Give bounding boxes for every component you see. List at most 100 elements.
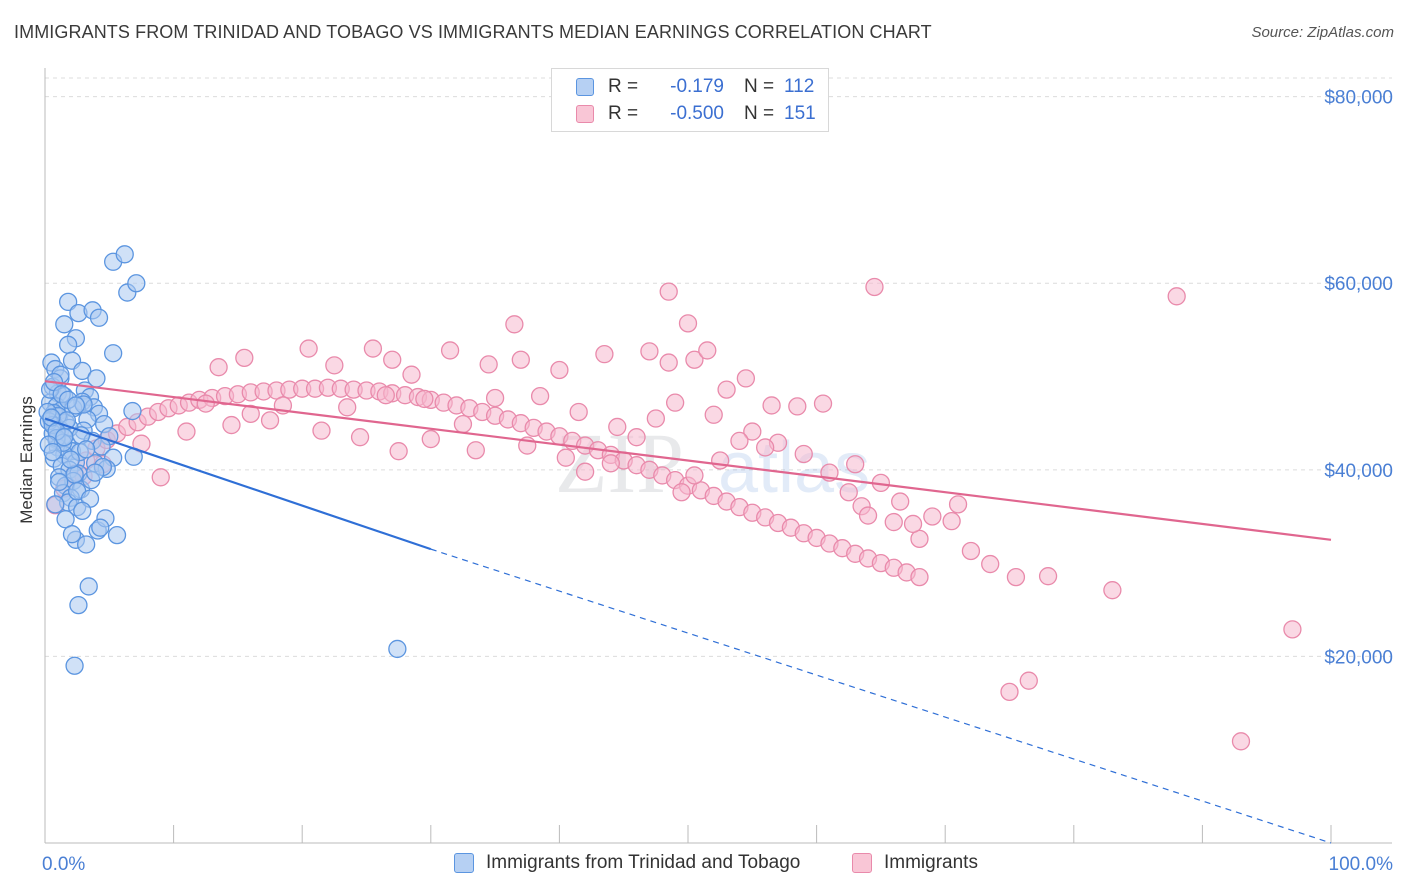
- legend-label-trinidad: Immigrants from Trinidad and Tobago: [486, 852, 801, 873]
- point-trinidad: [62, 525, 82, 544]
- point-immigrants: [363, 339, 383, 358]
- legend-n-label: N =: [744, 76, 775, 97]
- point-trinidad: [65, 656, 84, 675]
- point-immigrants: [415, 389, 434, 409]
- point-trinidad: [65, 465, 84, 484]
- point-immigrants: [1019, 671, 1038, 690]
- point-trinidad: [58, 335, 78, 354]
- trend-line-trinidad: [44, 417, 432, 551]
- legend-r-label: R =: [608, 103, 639, 124]
- y-tick-label: $60,000: [1324, 274, 1393, 295]
- x-tick-label: 0.0%: [42, 854, 85, 875]
- gridlines: [45, 77, 1392, 657]
- point-immigrants: [891, 492, 910, 511]
- point-trinidad: [73, 361, 92, 381]
- point-trinidad: [91, 518, 110, 537]
- point-trinidad: [104, 344, 123, 363]
- point-immigrants: [627, 428, 646, 447]
- legend-label-immigrants: Immigrants: [884, 852, 978, 873]
- point-trinidad: [73, 501, 92, 521]
- point-trinidad: [79, 577, 98, 596]
- point-immigrants: [350, 428, 370, 447]
- point-immigrants: [730, 431, 749, 451]
- legend-swatch-trinidad: [454, 853, 474, 873]
- trend-line-immigrants: [44, 380, 1332, 541]
- legend-item-immigrants[interactable]: Immigrants: [852, 852, 978, 874]
- source-label: Source: ZipAtlas.com: [1251, 24, 1394, 41]
- point-immigrants: [961, 541, 981, 561]
- y-axis-title: Median Earnings: [17, 396, 36, 524]
- point-immigrants: [325, 356, 344, 375]
- point-trinidad: [69, 595, 88, 615]
- point-immigrants: [685, 466, 704, 485]
- point-immigrants: [659, 353, 678, 372]
- point-immigrants: [813, 394, 833, 413]
- point-immigrants: [743, 422, 762, 441]
- point-immigrants: [903, 514, 923, 534]
- point-immigrants: [1231, 732, 1251, 751]
- correlation-legend: R = -0.179 N = 112 R = -0.500 N = 151: [551, 68, 829, 132]
- legend-swatch-immigrants: [852, 853, 872, 873]
- point-immigrants: [698, 341, 717, 360]
- y-tick-labels: $20,000 $40,000 $60,000 $80,000: [1324, 88, 1393, 669]
- point-immigrants: [466, 441, 485, 460]
- point-trinidad: [66, 396, 86, 415]
- point-trinidad: [55, 315, 74, 334]
- point-immigrants: [453, 414, 473, 434]
- point-immigrants: [672, 483, 691, 502]
- point-immigrants: [312, 421, 331, 440]
- point-immigrants: [440, 341, 460, 360]
- point-immigrants: [601, 454, 620, 473]
- point-immigrants: [530, 386, 550, 406]
- point-immigrants: [209, 358, 228, 377]
- point-trinidad: [77, 440, 96, 459]
- point-immigrants: [505, 315, 524, 334]
- point-immigrants: [421, 429, 440, 449]
- point-trinidad: [58, 292, 78, 312]
- x-tick-label: 100.0%: [1329, 854, 1394, 875]
- point-immigrants: [794, 444, 813, 464]
- point-immigrants: [196, 394, 215, 413]
- point-immigrants: [595, 344, 614, 364]
- y-tick-label: $20,000: [1324, 647, 1393, 668]
- point-immigrants: [717, 380, 736, 399]
- point-immigrants: [1000, 682, 1019, 702]
- trend-line-trinidad-extrapolated: [430, 548, 1332, 844]
- point-immigrants: [575, 462, 595, 481]
- point-trinidad: [55, 428, 74, 447]
- point-trinidad: [87, 369, 106, 388]
- point-immigrants: [756, 438, 775, 457]
- point-trinidad: [127, 274, 146, 293]
- point-immigrants: [485, 388, 505, 408]
- point-trinidad: [46, 495, 65, 514]
- series-immigrants-points: [46, 277, 1302, 751]
- point-trinidad: [77, 535, 96, 554]
- point-immigrants: [948, 495, 968, 514]
- series-legend: Immigrants from Trinidad and Tobago Immi…: [0, 852, 1406, 876]
- chart-title: IMMIGRANTS FROM TRINIDAD AND TOBAGO VS I…: [14, 22, 932, 42]
- x-tick-labels: 0.0% 100.0%: [42, 854, 1393, 875]
- legend-r-value: -0.179: [670, 76, 724, 97]
- point-immigrants: [550, 360, 569, 380]
- trend-lines: [44, 380, 1332, 844]
- point-immigrants: [910, 567, 929, 587]
- point-immigrants: [389, 442, 408, 461]
- point-immigrants: [1038, 567, 1058, 586]
- point-immigrants: [479, 355, 498, 374]
- legend-r-value: -0.500: [670, 103, 724, 124]
- point-immigrants: [177, 422, 196, 441]
- point-trinidad: [89, 308, 109, 327]
- point-immigrants: [511, 350, 530, 369]
- point-immigrants: [241, 404, 260, 424]
- point-immigrants: [640, 342, 659, 361]
- point-immigrants: [556, 448, 575, 467]
- legend-item-trinidad[interactable]: Immigrants from Trinidad and Tobago: [454, 852, 800, 874]
- y-tick-label: $80,000: [1324, 88, 1393, 109]
- point-immigrants: [711, 451, 730, 470]
- point-immigrants: [338, 398, 357, 417]
- point-immigrants: [299, 339, 318, 358]
- legend-row-trinidad: R = -0.179 N = 112: [576, 75, 814, 99]
- point-immigrants: [659, 282, 678, 301]
- point-immigrants: [858, 506, 878, 525]
